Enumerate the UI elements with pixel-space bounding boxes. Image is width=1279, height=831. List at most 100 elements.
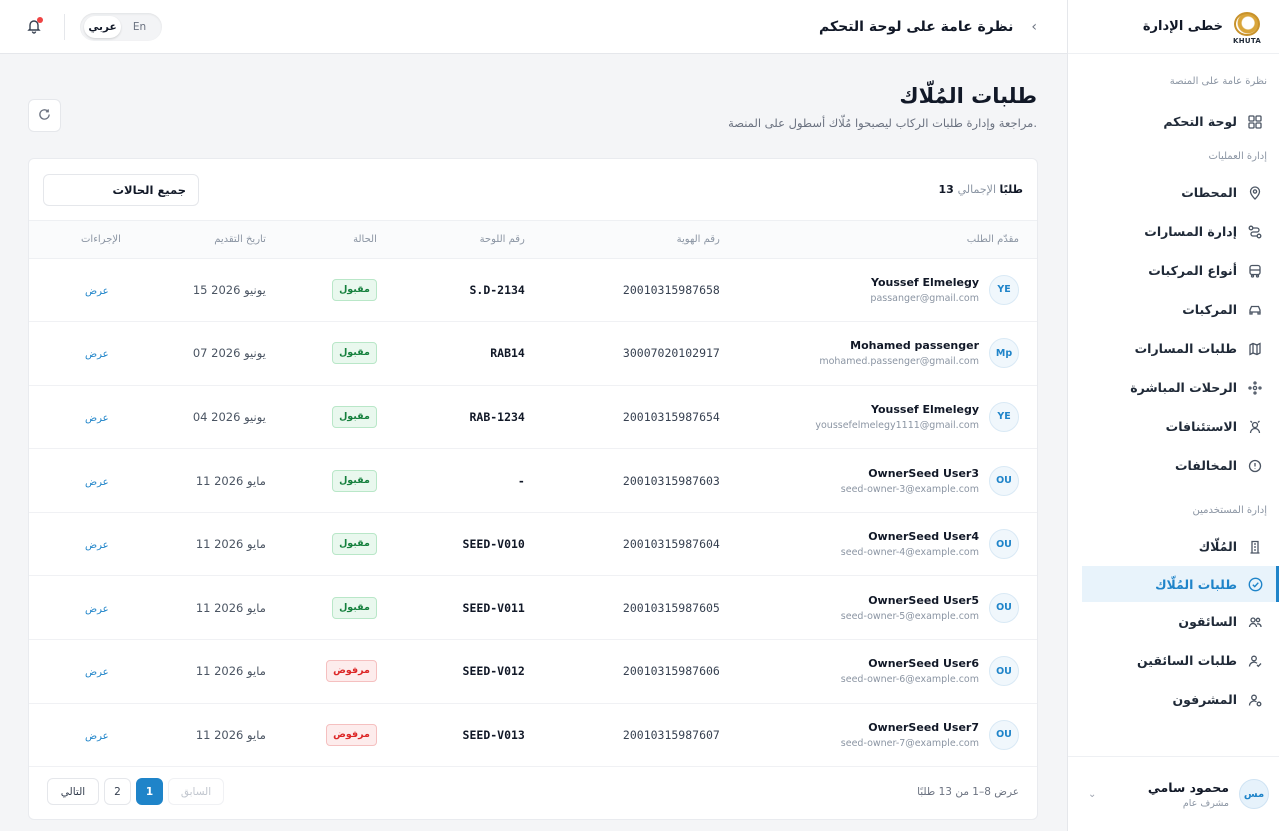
chevron-down-icon[interactable]: ⌄ <box>1088 788 1097 800</box>
table-row[interactable]: عرض 04 يونيو 2026 مقبول RAB-1234 20010315987… <box>29 385 1037 449</box>
applicant-avatar: OU <box>989 529 1019 560</box>
table-row[interactable]: عرض 07 يونيو 2026 مقبول RAB14 30007020102917… <box>29 322 1037 386</box>
sidebar-item-supervisors[interactable]: المشرفون <box>1068 680 1279 719</box>
bus-icon <box>1247 263 1263 279</box>
table-row[interactable]: عرض 11 مايو 2026 مرفوض SEED-V013 20010315987… <box>29 703 1037 767</box>
national-id: 20010315987603 <box>622 473 720 488</box>
sidebar-item-label: المشرفون <box>1172 692 1237 707</box>
sidebar-item-live-trips[interactable]: الرحلات المباشرة <box>1068 368 1279 407</box>
col-plate: رقم اللوحة <box>388 221 525 259</box>
status-badge: مقبول <box>332 405 377 428</box>
national-id: 20010315987606 <box>622 664 720 679</box>
applicant: OwnerSeed User4 seed-owner-4@example.com O… <box>720 529 1019 560</box>
user-shield-icon <box>1247 692 1263 708</box>
view-link[interactable]: عرض <box>85 349 109 361</box>
sidebar-item-route-requests[interactable]: طلبات المسارات <box>1068 329 1279 368</box>
user-check-icon <box>1247 653 1263 669</box>
car-icon <box>1247 302 1263 318</box>
applicant: Youssef Elmelegy passanger@gmail.com YE <box>720 274 1019 305</box>
col-status: الحالة <box>273 221 389 259</box>
page-2-button[interactable]: 2 <box>104 778 131 805</box>
applicant: OwnerSeed User6 seed-owner-6@example.com O… <box>720 656 1019 687</box>
plate-number: SEED-V012 <box>462 664 525 679</box>
sidebar-item-violations[interactable]: المخالفات <box>1068 446 1279 485</box>
breadcrumb-title: نظرة عامة على لوحة التحكم <box>819 19 1014 35</box>
national-id: 20010315987607 <box>622 727 720 742</box>
sidebar-item-label: المحطات <box>1181 185 1237 200</box>
sidebar-item-label: أنواع المركبات <box>1148 263 1237 278</box>
owner-requests-card: جميع الحالات 13 طلبًا الإجمالي الإجراءات… <box>28 158 1038 820</box>
applicant-email: youssefelmelegy1111@gmail.com <box>815 419 979 431</box>
submission-date: 04 يونيو 2026 <box>192 409 266 424</box>
view-link[interactable]: عرض <box>85 540 109 552</box>
sidebar-item-label: طلبات المُلّاك <box>1155 576 1237 592</box>
sidebar-item-label: طلبات المسارات <box>1134 341 1237 356</box>
table-row[interactable]: عرض 11 مايو 2026 مرفوض SEED-V012 20010315987… <box>29 640 1037 704</box>
sidebar: خطى الإدارة KHUTA نظرة عامة على المنصة ل… <box>1067 0 1279 831</box>
lang-option-en[interactable]: En <box>132 21 147 33</box>
sidebar-item-vehicle-types[interactable]: أنواع المركبات <box>1068 251 1279 290</box>
view-link[interactable]: عرض <box>85 603 109 615</box>
grid-icon <box>1247 114 1263 130</box>
sidebar-item-owner-requests[interactable]: طلبات المُلّاك <box>1082 566 1279 602</box>
status-badge: مقبول <box>332 596 377 619</box>
sidebar-item-appeals[interactable]: الاستئنافات <box>1068 407 1279 446</box>
status-badge: مرفوض <box>326 723 377 746</box>
sidebar-item-drivers[interactable]: السائقون <box>1068 602 1279 641</box>
status-badge: مرفوض <box>326 660 377 683</box>
sidebar-item-label: المخالفات <box>1174 458 1237 473</box>
national-id: 20010315987654 <box>622 409 720 424</box>
sidebar-item-label: الاستئنافات <box>1165 419 1237 434</box>
status-badge: مقبول <box>332 469 377 492</box>
chevron-left-icon[interactable]: ‹ <box>1031 19 1037 35</box>
sidebar-item-route-management[interactable]: إدارة المسارات <box>1068 212 1279 251</box>
applicant-name: Youssef Elmelegy <box>871 402 979 416</box>
page-1-button[interactable]: 1 <box>136 778 163 805</box>
total-count: 13 طلبًا الإجمالي <box>939 183 1024 196</box>
status-filter-select[interactable]: جميع الحالات <box>43 173 199 206</box>
plate-number: SEED-V013 <box>462 727 525 742</box>
sidebar-item-owners[interactable]: المُلّاك <box>1068 527 1279 566</box>
applicant-name: OwnerSeed User3 <box>868 466 979 480</box>
sidebar-item-driver-requests[interactable]: طلبات السائقين <box>1068 641 1279 680</box>
applicant-email: seed-owner-5@example.com <box>840 610 979 622</box>
status-badge: مقبول <box>332 342 377 365</box>
card-header: جميع الحالات 13 طلبًا الإجمالي <box>29 159 1037 221</box>
table-row[interactable]: عرض 11 مايو 2026 مقبول SEED-V010 20010315987… <box>29 512 1037 576</box>
applicant: Youssef Elmelegy youssefelmelegy1111@gmai… <box>720 401 1019 432</box>
applicant-email: seed-owner-4@example.com <box>840 547 979 559</box>
prev-page-button[interactable]: السابق <box>168 778 224 805</box>
refresh-button[interactable] <box>28 99 61 132</box>
view-link[interactable]: عرض <box>85 412 109 424</box>
lang-option-ar[interactable]: عربي <box>84 16 121 38</box>
nav-section-operations: إدارة العمليات <box>1208 151 1267 162</box>
user-profile[interactable]: ⌄ محمود سامي مشرف عام مس <box>1068 756 1279 831</box>
check-circle-icon <box>1247 576 1263 592</box>
appeals-icon <box>1247 419 1263 435</box>
view-link[interactable]: عرض <box>85 476 109 488</box>
nav-section-overview: نظرة عامة على المنصة <box>1169 76 1267 87</box>
location-pin-icon <box>1247 185 1263 201</box>
sidebar-item-dashboard[interactable]: لوحة التحكم <box>1068 102 1279 141</box>
sidebar-item-vehicles[interactable]: المركبات <box>1068 290 1279 329</box>
view-link[interactable]: عرض <box>85 730 109 742</box>
notification-bell-icon[interactable] <box>26 17 43 34</box>
pagination-bar: التالي 2 1 السابق عرض 8–1 من 13 طلبًا <box>29 764 1037 819</box>
table-header-row: الإجراءات تاريخ التقديم الحالة رقم اللوح… <box>29 221 1037 259</box>
brand[interactable]: خطى الإدارة KHUTA <box>1068 0 1279 54</box>
sidebar-item-stations[interactable]: المحطات <box>1068 173 1279 212</box>
language-toggle[interactable]: عربي En <box>80 13 162 41</box>
table-row[interactable]: عرض 15 يونيو 2026 مقبول S.D-2134 20010315987… <box>29 258 1037 322</box>
view-link[interactable]: عرض <box>85 667 109 679</box>
next-page-button[interactable]: التالي <box>47 778 99 805</box>
building-icon <box>1247 539 1263 555</box>
table-row[interactable]: عرض 11 مايو 2026 مقبول -20010315987603 Owner… <box>29 449 1037 513</box>
sidebar-item-label: الرحلات المباشرة <box>1130 380 1237 395</box>
map-icon <box>1247 341 1263 357</box>
table-row[interactable]: عرض 11 مايو 2026 مقبول SEED-V011 20010315987… <box>29 576 1037 640</box>
applicant-name: OwnerSeed User5 <box>868 593 979 607</box>
user-name: محمود سامي <box>1147 779 1229 795</box>
brand-title: خطى الإدارة <box>1142 19 1223 34</box>
view-link[interactable]: عرض <box>85 285 109 297</box>
user-role: مشرف عام <box>1182 797 1229 809</box>
